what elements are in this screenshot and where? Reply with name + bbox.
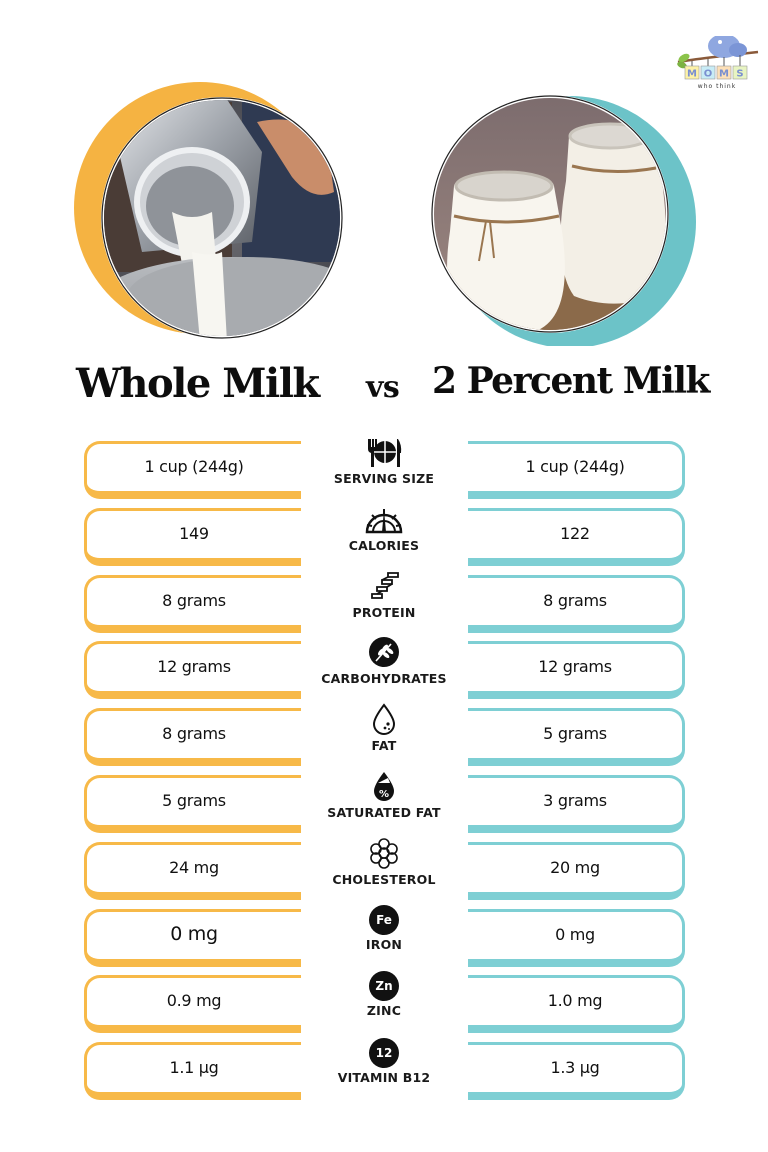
iron-fe-badge-icon: Fe — [369, 905, 399, 935]
nutrient-label-group: % SATURATED FAT — [308, 769, 460, 831]
whole-milk-value-card: 8 grams — [84, 575, 301, 633]
two-percent-value-card: 12 grams — [468, 641, 685, 699]
whole-milk-value: 8 grams — [162, 724, 226, 743]
nutrient-label: FAT — [371, 738, 397, 753]
two-percent-value: 1 cup (244g) — [525, 457, 625, 476]
whole-milk-value: 1 cup (244g) — [144, 457, 244, 476]
cholesterol-molecule-icon — [370, 838, 398, 869]
svg-text:%: % — [379, 789, 389, 800]
whole-milk-value-card: 8 grams — [84, 708, 301, 766]
nutrient-label: CARBOHYDRATES — [321, 671, 447, 686]
svg-text:M: M — [719, 69, 729, 80]
whole-milk-value-card: 149 — [84, 508, 301, 566]
vitamin-b12-badge-icon: 12 — [369, 1038, 399, 1068]
nutrient-label-group: FAT — [308, 702, 460, 764]
nutrient-label: IRON — [365, 937, 403, 952]
whole-milk-value: 5 grams — [162, 791, 226, 810]
milk-jars-with-twine-photo — [431, 95, 696, 348]
nutrient-label-group: PROTEIN — [308, 569, 460, 631]
nutrient-label-group: CALORIES — [308, 502, 460, 564]
two-percent-value: 0 mg — [555, 925, 595, 944]
two-percent-value: 1.0 mg — [547, 991, 603, 1010]
nutrient-label: ZINC — [366, 1003, 402, 1018]
table-row-protein: 8 grams PROTEIN 8 grams — [0, 572, 768, 637]
plate-fork-knife-icon — [368, 439, 402, 467]
whole-milk-value: 1.1 µg — [169, 1058, 219, 1077]
whole-milk-value: 149 — [179, 524, 209, 543]
zinc-zn-badge-icon: Zn — [369, 971, 399, 1001]
table-row-fat: 8 grams FAT 5 grams — [0, 703, 768, 770]
two-percent-milk-photo — [424, 86, 704, 348]
nutrient-label-group: CARBOHYDRATES — [308, 635, 460, 697]
whole-milk-value: 0 mg — [170, 923, 218, 945]
milk-pouring-from-pitcher-photo — [74, 82, 343, 339]
whole-milk-value-card: 1 cup (244g) — [84, 441, 301, 499]
nutrient-label: SATURATED FAT — [327, 805, 441, 820]
two-percent-value: 12 grams — [538, 657, 612, 676]
two-percent-value-card: 1 cup (244g) — [468, 441, 685, 499]
svg-text:M: M — [687, 69, 697, 80]
table-row-serving-size: 1 cup (244g) SERVING SIZE 1 cup (244g) — [0, 439, 768, 503]
table-row-zinc: 0.9 mg Zn ZINC 1.0 mg — [0, 971, 768, 1037]
two-percent-value-card: 1.0 mg — [468, 975, 685, 1033]
wheat-grain-icon — [369, 637, 399, 667]
whole-milk-value-card: 1.1 µg — [84, 1042, 301, 1100]
nutrient-label: CALORIES — [348, 538, 420, 553]
two-percent-value: 1.3 µg — [550, 1058, 600, 1077]
whole-milk-value-card: 0 mg — [84, 909, 301, 967]
svg-text:O: O — [704, 69, 713, 80]
whole-milk-value-card: 24 mg — [84, 842, 301, 900]
whole-milk-value: 24 mg — [169, 858, 219, 877]
two-percent-value-card: 20 mg — [468, 842, 685, 900]
whole-milk-value: 12 grams — [157, 657, 231, 676]
table-row-iron: 0 mg Fe IRON 0 mg — [0, 905, 768, 971]
whole-milk-value-card: 12 grams — [84, 641, 301, 699]
two-percent-value: 3 grams — [543, 791, 607, 810]
whole-milk-value: 0.9 mg — [166, 991, 222, 1010]
oil-drop-icon — [372, 703, 396, 735]
whole-milk-value-card: 0.9 mg — [84, 975, 301, 1033]
whole-milk-photo — [72, 82, 352, 350]
moms-who-think-logo: M O M S who think — [672, 34, 762, 96]
nutrient-label-group: Zn ZINC — [308, 969, 460, 1031]
versus-label: vs — [366, 370, 400, 405]
svg-text:who think: who think — [698, 83, 736, 90]
bird-on-branch-logo-icon: M O M S who think — [677, 34, 759, 90]
nutrient-label: SERVING SIZE — [333, 471, 435, 486]
nutrient-label-group: 12 VITAMIN B12 — [308, 1036, 460, 1098]
table-row-saturated-fat: 5 grams % SATURATED FAT 3 grams — [0, 772, 768, 837]
whole-milk-value: 8 grams — [162, 591, 226, 610]
whole-milk-value-card: 5 grams — [84, 775, 301, 833]
two-percent-value-card: 0 mg — [468, 909, 685, 967]
two-percent-value-card: 5 grams — [468, 708, 685, 766]
nutrient-label-group: Fe IRON — [308, 903, 460, 965]
two-percent-milk-title: 2 Percent Milk — [432, 360, 710, 402]
svg-text:S: S — [736, 69, 743, 80]
protein-helix-icon — [371, 572, 399, 599]
two-percent-value-card: 3 grams — [468, 775, 685, 833]
table-row-calories: 149 CALORIES 122 — [0, 508, 768, 570]
two-percent-value-card: 1.3 µg — [468, 1042, 685, 1100]
table-row-carbohydrates: 12 grams CARBOHYDRATES 12 grams — [0, 637, 768, 703]
nutrient-label: CHOLESTEROL — [332, 872, 436, 887]
two-percent-value-card: 8 grams — [468, 575, 685, 633]
nutrient-label: VITAMIN B12 — [337, 1070, 431, 1085]
two-percent-value: 8 grams — [543, 591, 607, 610]
two-percent-value-card: 122 — [468, 508, 685, 566]
table-row-cholesterol: 24 mg CHOLESTEROL 20 mg — [0, 838, 768, 904]
gauge-meter-icon — [365, 509, 403, 534]
whole-milk-title: Whole Milk — [76, 360, 320, 407]
two-percent-value: 5 grams — [543, 724, 607, 743]
percent-drop-icon: % — [374, 772, 394, 801]
nutrient-label: PROTEIN — [352, 605, 416, 620]
nutrient-label-group: CHOLESTEROL — [308, 836, 460, 898]
two-percent-value: 122 — [560, 524, 590, 543]
nutrient-label-group: SERVING SIZE — [308, 435, 460, 497]
table-row-vitamin-b12: 1.1 µg 12 VITAMIN B12 1.3 µg — [0, 1038, 768, 1104]
two-percent-value: 20 mg — [550, 858, 600, 877]
